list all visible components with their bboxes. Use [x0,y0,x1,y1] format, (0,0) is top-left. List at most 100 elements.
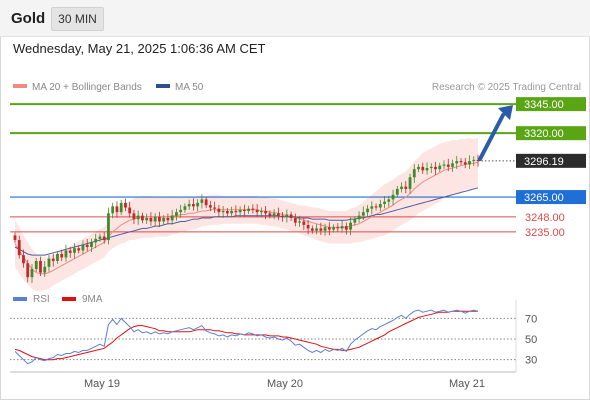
candle-body [81,244,85,251]
candle [183,203,187,213]
candle-body [225,211,229,214]
candle [247,205,251,214]
candle-body [234,211,238,213]
candle-body [353,219,357,223]
candle-body [183,206,187,210]
x-tick-label: May 21 [449,378,485,390]
candle [417,163,420,173]
candle [298,215,301,227]
candle-body [26,263,30,278]
candle [302,217,306,230]
candle-body [429,166,433,169]
candle [175,208,178,221]
candle [463,157,467,169]
candle-body [404,186,408,189]
candle-body [476,159,480,162]
candle-body [111,206,115,214]
candle [217,205,221,218]
candle-body [200,199,204,203]
candle-body [323,227,327,231]
candle [361,206,365,220]
candle [162,215,166,225]
candle-body [370,206,374,209]
candle-body [175,212,178,216]
candle [438,162,442,173]
candle-body [442,164,446,166]
candle-body [451,163,454,167]
candle [315,224,318,235]
candle [22,249,25,268]
candle [251,204,255,214]
candle [132,209,136,225]
candle-body [463,162,467,165]
candle [268,210,272,219]
candle-body [230,211,234,214]
candle [179,204,183,218]
candle [200,194,204,209]
candle-body [145,217,149,221]
candle [378,199,382,212]
candle-body [39,260,42,273]
candle-body [293,217,297,223]
candle [319,222,323,236]
candle [395,186,399,198]
candle-body [187,204,191,207]
candle-body [310,228,314,231]
rsi-tick-label: 70 [525,313,537,325]
candle-body [196,202,200,207]
rsi-tick-label: 30 [525,355,537,367]
candle [77,245,81,254]
candle-body [408,177,412,189]
credit-text: Research © 2025 Trading Central [432,82,581,93]
candle-body [68,250,72,253]
candle [310,225,314,234]
candle-body [306,224,310,229]
candle-body [30,269,34,278]
resistance2-label-box [516,97,586,112]
candle-body [349,222,352,230]
candle [128,201,132,218]
candle-body [128,207,132,214]
rsi-panel: 70 50 30 [10,309,537,367]
rsi-ma-legend-label: 9MA [82,294,103,305]
candle [115,201,119,218]
candle [234,205,238,217]
timeframe-button[interactable]: 30 MIN [51,7,104,31]
candle-body [400,186,403,189]
candle [323,223,327,236]
candle [47,255,51,272]
candle [60,249,64,262]
candle [141,212,144,224]
bollinger-band [15,137,478,292]
candle-body [361,212,365,216]
rsi-legend-swatch [13,297,27,301]
candle-body [272,213,276,216]
candle [281,212,285,222]
candle-body [285,214,289,217]
support1-label: 3248.00 [525,212,565,224]
candle [276,207,280,220]
ma20-line [14,161,479,275]
candle-body [192,204,195,207]
candle-body [268,213,272,216]
candle [383,196,386,209]
candle-body [149,217,153,222]
candle [293,213,297,227]
candle [349,217,352,236]
ma20-legend-swatch [13,84,27,88]
candle [26,259,30,283]
candle [119,199,123,216]
candle-body [153,216,157,222]
candle-body [132,213,136,220]
candle-body [472,159,476,162]
price-legend: MA 20 + Bollinger Bands MA 50 Research ©… [13,82,581,93]
last-price-label-box [516,153,586,168]
candle [285,209,289,223]
candle [357,211,361,223]
candle-body [119,202,123,213]
candle [391,189,395,206]
candle [98,233,102,242]
candle [94,233,98,249]
x-axis: May 19 May 20 May 21 [10,300,517,390]
